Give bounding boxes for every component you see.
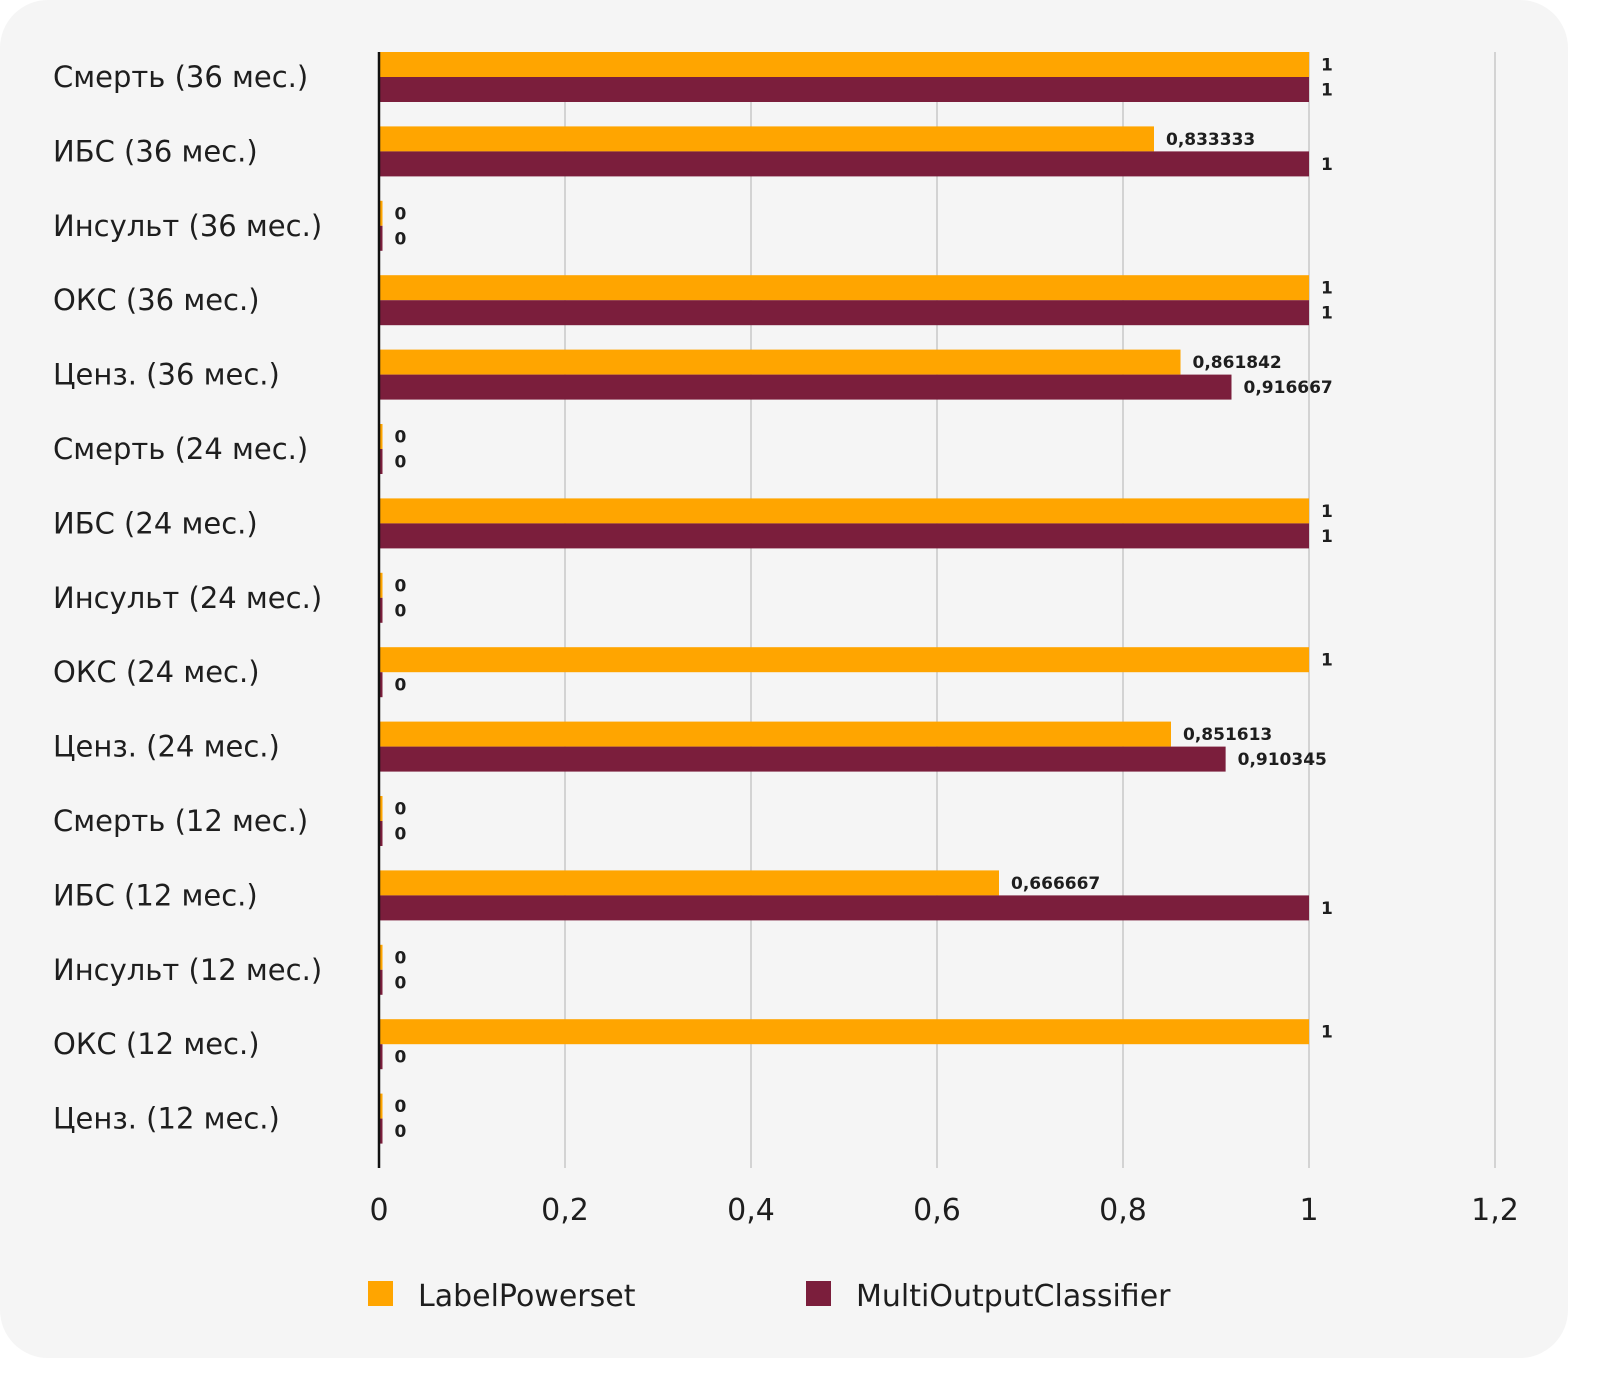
- data-label: 1: [1321, 56, 1333, 76]
- bar-multioutputclassifier: [379, 300, 1309, 326]
- bar-labelpowerset: [379, 126, 1154, 152]
- data-label: 1: [1321, 651, 1333, 671]
- x-tick-label: 0,2: [541, 1193, 589, 1228]
- bar-multioutputclassifier: [379, 1044, 383, 1070]
- bar-multioutputclassifier: [379, 449, 383, 474]
- data-label: 1: [1321, 155, 1333, 175]
- data-label: 0: [395, 948, 407, 968]
- legend-label: LabelPowerset: [418, 1279, 636, 1314]
- data-label: 0,666667: [1011, 874, 1100, 894]
- data-label: 1: [1321, 279, 1333, 299]
- category-label: Ценз. (24 мес.): [53, 730, 280, 764]
- category-label: ОКС (24 мес.): [53, 655, 260, 689]
- data-label: 0: [395, 229, 407, 249]
- bar-labelpowerset: [379, 796, 383, 821]
- legend-label: MultiOutputClassifier: [856, 1279, 1171, 1314]
- bar-multioutputclassifier: [379, 1118, 383, 1144]
- category-label: Ценз. (36 мес.): [53, 358, 280, 392]
- data-label: 1: [1321, 1023, 1333, 1043]
- data-label: 0: [395, 601, 407, 621]
- data-label: 0,910345: [1238, 750, 1327, 770]
- legend-swatch-multioutputclassifier: [806, 1281, 831, 1306]
- category-label: Инсульт (24 мес.): [53, 581, 322, 615]
- category-label: Инсульт (12 мес.): [53, 953, 322, 987]
- data-label: 1: [1321, 502, 1333, 522]
- bar-multioutputclassifier: [379, 597, 383, 623]
- data-label: 0,833333: [1166, 130, 1255, 150]
- data-label: 0: [395, 1097, 407, 1117]
- data-label: 0: [395, 825, 407, 845]
- x-tick-label: 1: [1299, 1193, 1318, 1228]
- bar-multioutputclassifier: [379, 672, 383, 698]
- bar-labelpowerset: [379, 1093, 383, 1119]
- x-tick-label: 0,4: [727, 1193, 775, 1228]
- category-label: ИБС (36 мес.): [53, 134, 258, 168]
- data-label: 0,916667: [1244, 378, 1333, 398]
- data-label: 1: [1321, 81, 1333, 101]
- x-tick-label: 0,8: [1099, 1193, 1147, 1228]
- bar-labelpowerset: [379, 870, 1000, 896]
- bar-multioutputclassifier: [379, 969, 383, 995]
- category-label: Инсульт (36 мес.): [53, 209, 322, 243]
- bar-multioutputclassifier: [379, 77, 1309, 102]
- bar-labelpowerset: [379, 424, 383, 449]
- bar-multioutputclassifier: [379, 374, 1232, 400]
- category-label: Смерть (12 мес.): [53, 804, 308, 838]
- bar-multioutputclassifier: [379, 821, 383, 846]
- data-label: 1: [1321, 304, 1333, 324]
- data-label: 0: [395, 428, 407, 448]
- data-label: 0,861842: [1193, 353, 1282, 373]
- bar-labelpowerset: [379, 647, 1309, 673]
- bar-labelpowerset: [379, 200, 383, 226]
- data-label: 1: [1321, 899, 1333, 919]
- bar-labelpowerset: [379, 52, 1309, 77]
- data-label: 0: [395, 676, 407, 696]
- bar-labelpowerset: [379, 1019, 1309, 1045]
- data-label: 0: [395, 1122, 407, 1142]
- data-label: 0: [395, 204, 407, 224]
- bar-labelpowerset: [379, 944, 383, 970]
- bar-labelpowerset: [379, 721, 1171, 747]
- x-tick-label: 0,6: [913, 1193, 961, 1228]
- data-label: 0: [395, 576, 407, 596]
- bar-labelpowerset: [379, 572, 383, 598]
- chart-card: [0, 0, 1568, 1358]
- data-label: 1: [1321, 527, 1333, 547]
- category-label: ИБС (24 мес.): [53, 506, 258, 540]
- data-label: 0: [395, 453, 407, 473]
- data-label: 0: [395, 1048, 407, 1068]
- category-label: Смерть (24 мес.): [53, 432, 308, 466]
- data-label: 0: [395, 973, 407, 993]
- legend-swatch-labelpowerset: [368, 1281, 393, 1306]
- category-label: ОКС (36 мес.): [53, 283, 260, 317]
- bar-labelpowerset: [379, 275, 1309, 301]
- category-label: Ценз. (12 мес.): [53, 1102, 280, 1136]
- bar-labelpowerset: [379, 498, 1309, 524]
- bar-multioutputclassifier: [379, 746, 1226, 772]
- bar-multioutputclassifier: [379, 523, 1309, 549]
- bar-multioutputclassifier: [379, 895, 1309, 921]
- x-tick-label: 0: [369, 1193, 388, 1228]
- data-label: 0: [395, 800, 407, 820]
- data-label: 0,851613: [1183, 725, 1272, 745]
- bar-multioutputclassifier: [379, 151, 1309, 177]
- x-tick-label: 1,2: [1471, 1193, 1519, 1228]
- bar-labelpowerset: [379, 349, 1181, 375]
- category-label: Смерть (36 мес.): [53, 60, 308, 94]
- category-label: ИБС (12 мес.): [53, 878, 258, 912]
- bar-multioutputclassifier: [379, 225, 383, 251]
- category-label: ОКС (12 мес.): [53, 1027, 260, 1061]
